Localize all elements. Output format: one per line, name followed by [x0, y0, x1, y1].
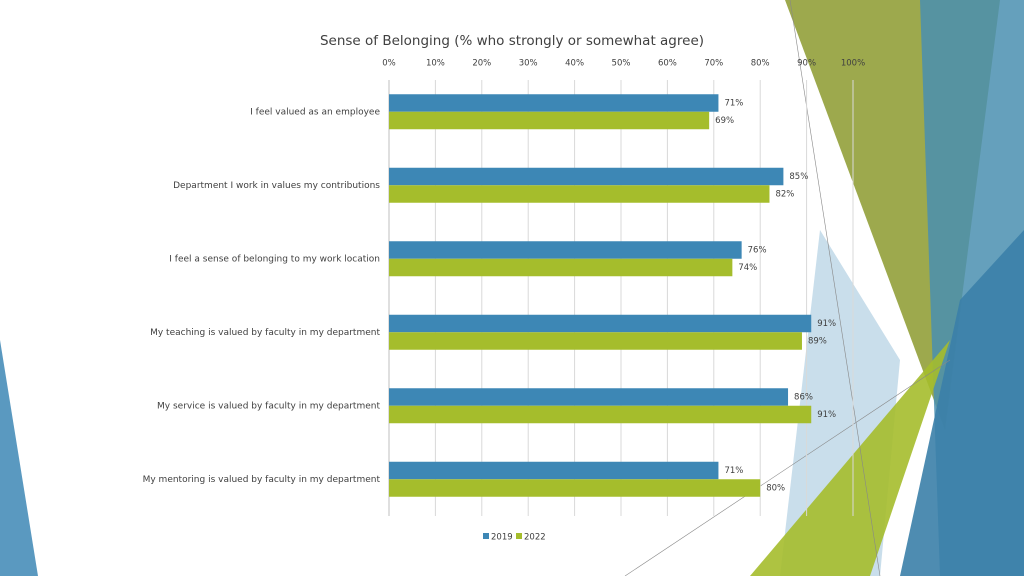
y-tick-label: My mentoring is valued by faculty in my …	[143, 475, 381, 485]
y-tick-label: Department I work in values my contribut…	[173, 181, 380, 191]
x-tick-label: 60%	[658, 59, 677, 69]
bar	[389, 167, 784, 186]
bar	[389, 111, 710, 130]
value-label: 89%	[808, 337, 827, 347]
x-tick-label: 100%	[841, 59, 865, 69]
value-label: 71%	[724, 466, 743, 476]
bar	[389, 314, 812, 333]
value-label: 86%	[794, 393, 813, 403]
x-tick-label: 80%	[751, 59, 770, 69]
value-label: 82%	[775, 190, 794, 200]
legend-label: 2019	[491, 533, 513, 543]
value-label: 69%	[715, 116, 734, 126]
bar	[389, 388, 789, 406]
x-tick-label: 40%	[565, 59, 584, 69]
bar	[389, 94, 719, 112]
y-tick-label: I feel a sense of belonging to my work l…	[169, 254, 380, 264]
value-label: 91%	[817, 319, 836, 329]
bar	[389, 461, 719, 480]
x-tick-label: 10%	[426, 59, 445, 69]
value-label: 71%	[724, 99, 743, 109]
x-tick-label: 70%	[704, 59, 723, 69]
y-tick-label: My teaching is valued by faculty in my d…	[150, 328, 380, 338]
x-tick-label: 0%	[382, 59, 396, 69]
bar	[389, 258, 733, 277]
bar	[389, 332, 802, 350]
value-label: 80%	[766, 484, 785, 494]
value-label: 76%	[748, 246, 767, 256]
bar	[389, 405, 812, 424]
legend-swatch	[483, 533, 489, 539]
bar	[389, 241, 742, 259]
y-tick-label: I feel valued as an employee	[250, 107, 380, 117]
x-tick-label: 90%	[797, 59, 816, 69]
value-label: 74%	[738, 263, 757, 273]
chart-title: Sense of Belonging (% who strongly or so…	[320, 33, 704, 49]
x-tick-label: 20%	[472, 59, 491, 69]
legend-swatch	[516, 533, 522, 539]
value-label: 85%	[789, 172, 808, 182]
y-tick-label: My service is valued by faculty in my de…	[157, 401, 380, 411]
bar	[389, 185, 770, 203]
legend-label: 2022	[524, 533, 546, 543]
x-tick-label: 30%	[519, 59, 538, 69]
x-tick-label: 50%	[612, 59, 631, 69]
value-label: 91%	[817, 410, 836, 420]
bar	[389, 479, 761, 497]
